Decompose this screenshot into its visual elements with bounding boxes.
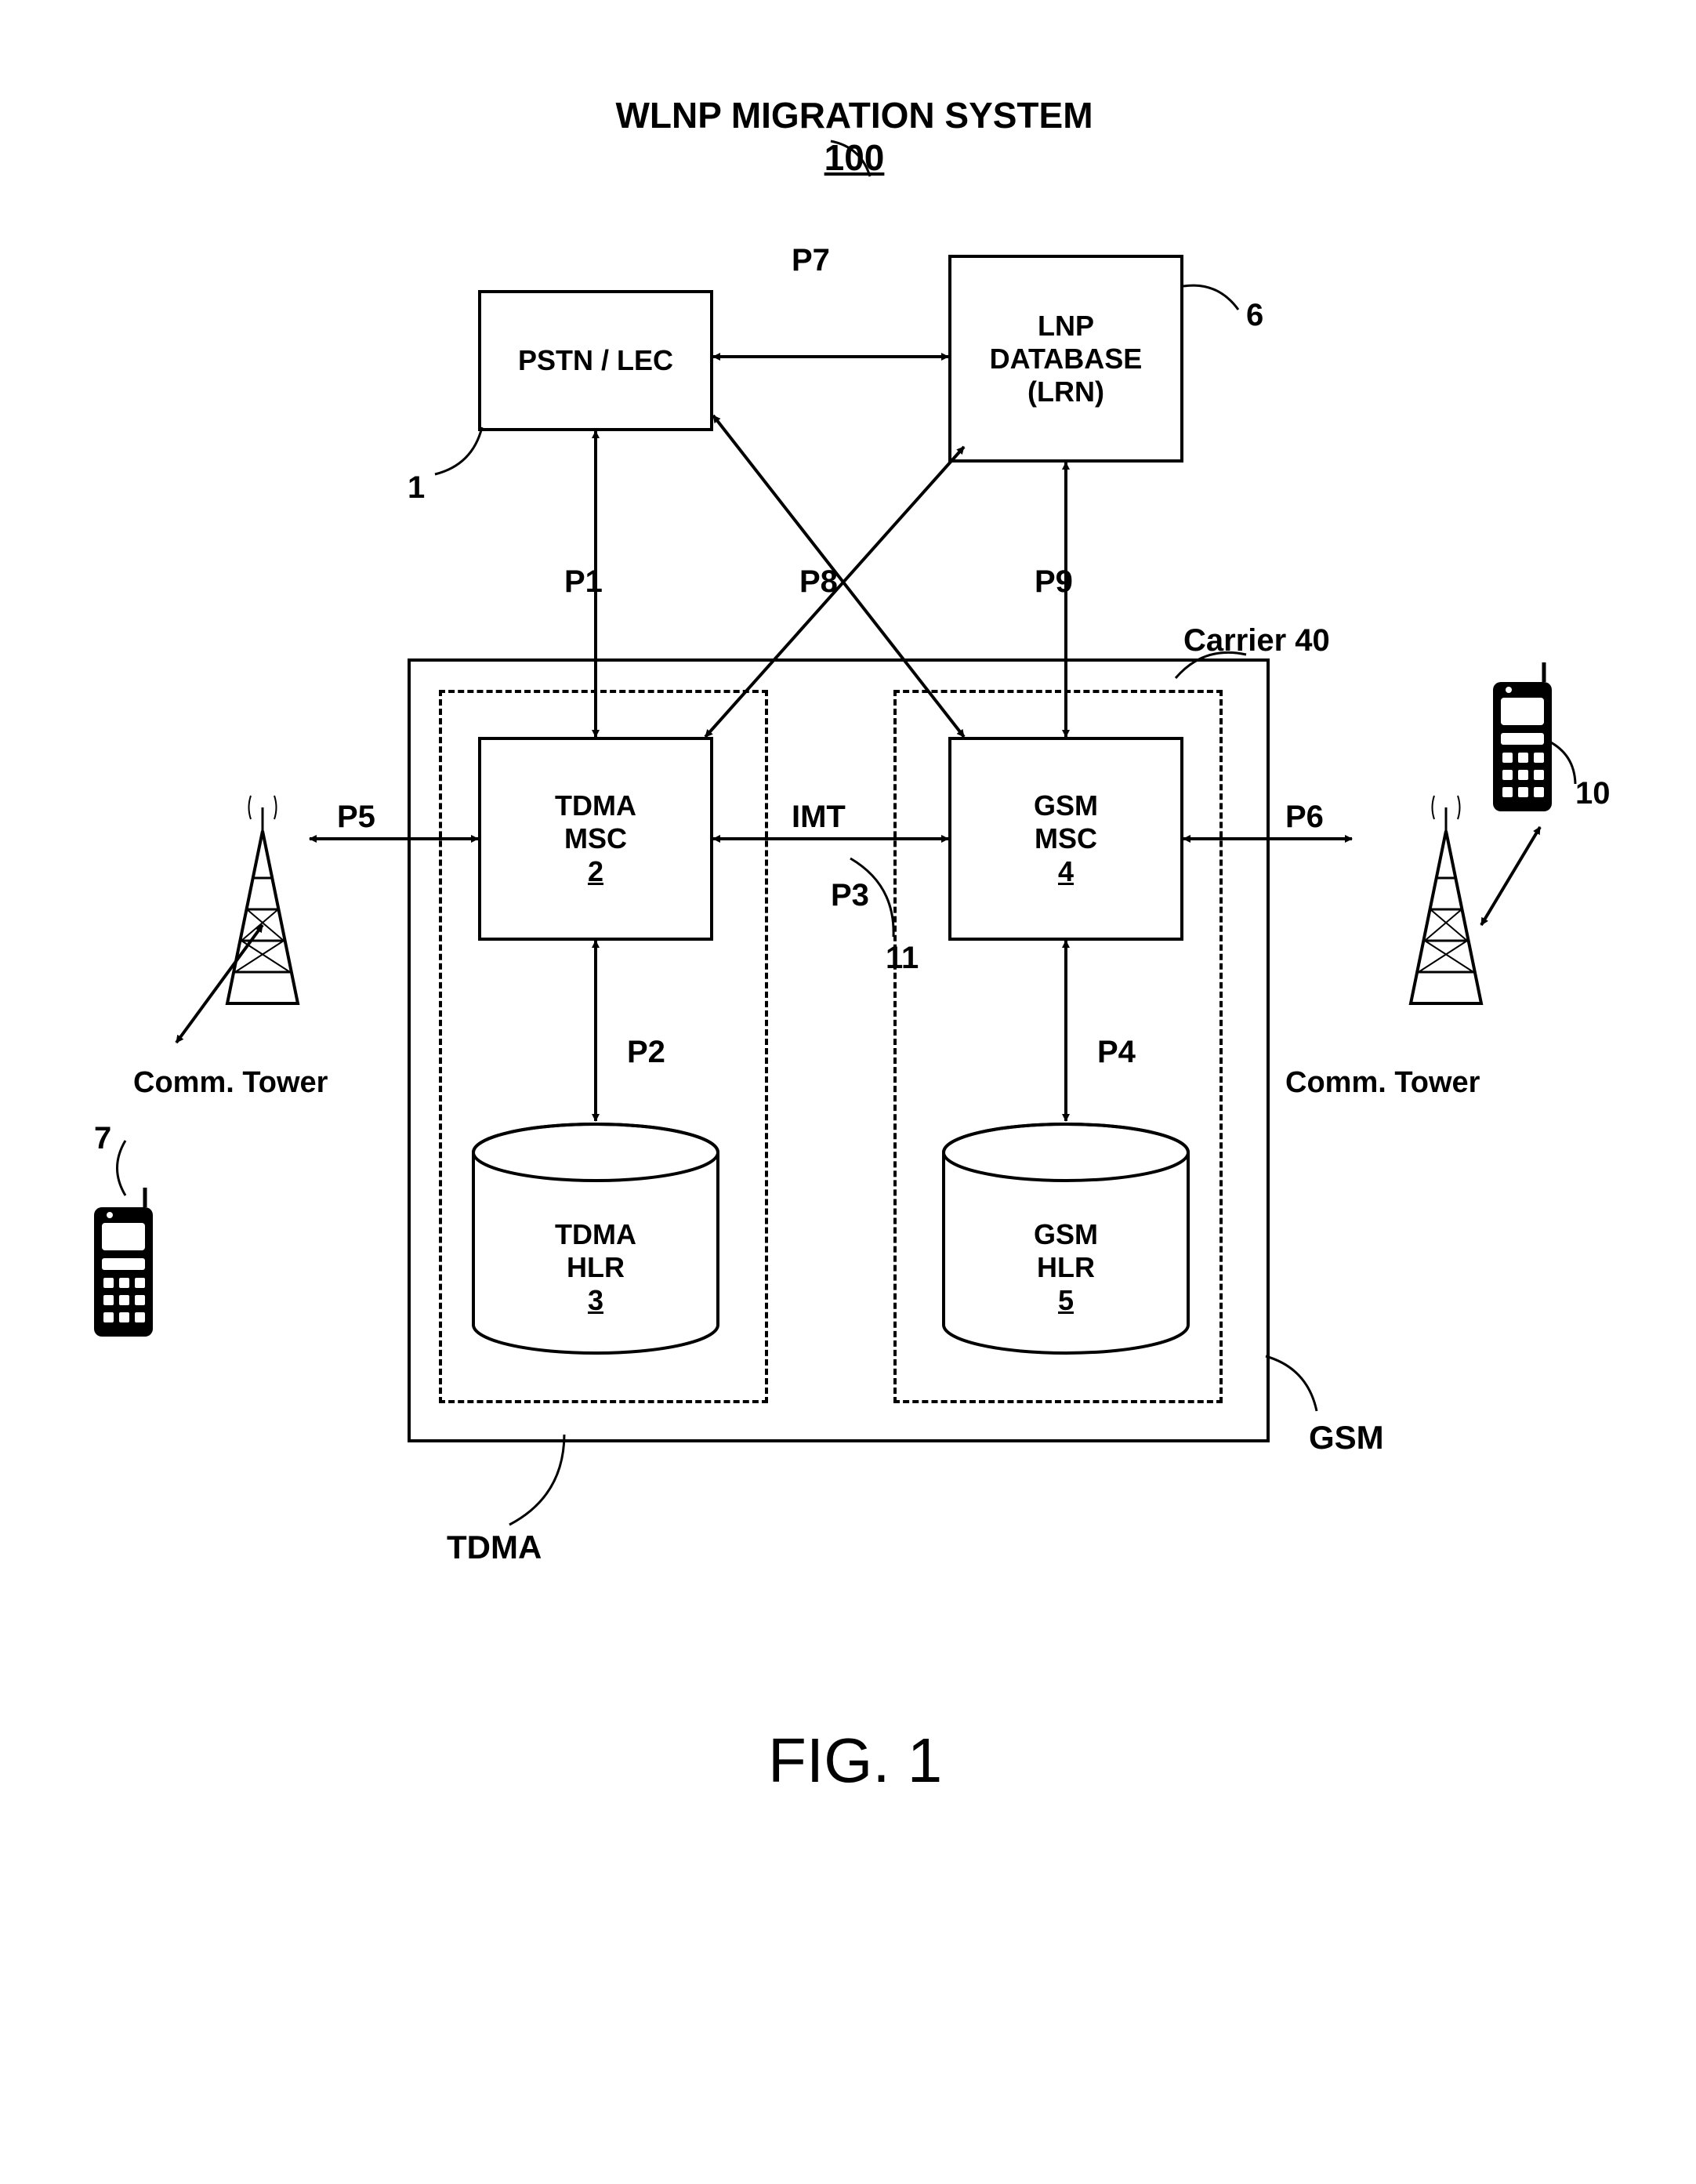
tower1-label: Comm. Tower [133,1066,328,1100]
lnp-l3: (LRN) [1027,375,1104,408]
p1-label: P1 [564,564,603,600]
title-number: 100 [824,137,885,178]
tower2-label: Comm. Tower [1285,1066,1480,1100]
ref-11: 11 [886,941,919,976]
lnp-box: LNP DATABASE (LRN) [948,255,1183,463]
ref-10: 10 [1575,776,1611,811]
tdma-msc-l1: TDMA [555,789,636,822]
tdma-label: TDMA [447,1529,542,1566]
p5-label: P5 [337,800,375,835]
imt-label: IMT [792,800,846,835]
pstn-box: PSTN / LEC [478,290,713,431]
tdma-msc-l2: MSC [564,822,627,855]
gsm-label: GSM [1309,1419,1384,1457]
title-line1: WLNP MIGRATION SYSTEM [615,95,1093,136]
ref-7: 7 [94,1121,111,1156]
p7-label: P7 [792,243,830,278]
gsm-msc-box: GSM MSC 4 [948,737,1183,941]
gsm-msc-l2: MSC [1035,822,1097,855]
tdma-msc-box: TDMA MSC 2 [478,737,713,941]
tdma-hlr-cylinder: TDMA HLR 3 [470,1121,721,1364]
p8-label: P8 [799,564,838,600]
p9-label: P9 [1035,564,1073,600]
p2-label: P2 [627,1035,665,1070]
ref-1: 1 [408,470,425,506]
p4-label: P4 [1097,1035,1136,1070]
diagram-title: WLNP MIGRATION SYSTEM 100 [611,94,1097,179]
p6-label: P6 [1285,800,1324,835]
gsm-msc-l1: GSM [1034,789,1098,822]
lnp-l2: DATABASE [990,343,1143,375]
tdma-hlr-label: TDMA HLR 3 [470,1218,721,1317]
lnp-l1: LNP [1038,310,1094,343]
gsm-hlr-label: GSM HLR 5 [940,1218,1191,1317]
figure-label: FIG. 1 [768,1725,942,1797]
gsm-hlr-cylinder: GSM HLR 5 [940,1121,1191,1364]
gsm-msc-num: 4 [1058,855,1074,888]
pstn-label: PSTN / LEC [518,344,673,377]
ref-6: 6 [1246,298,1263,333]
tdma-msc-num: 2 [588,855,603,888]
ref-40: Carrier 40 [1183,623,1330,658]
p3-label: P3 [831,878,869,913]
